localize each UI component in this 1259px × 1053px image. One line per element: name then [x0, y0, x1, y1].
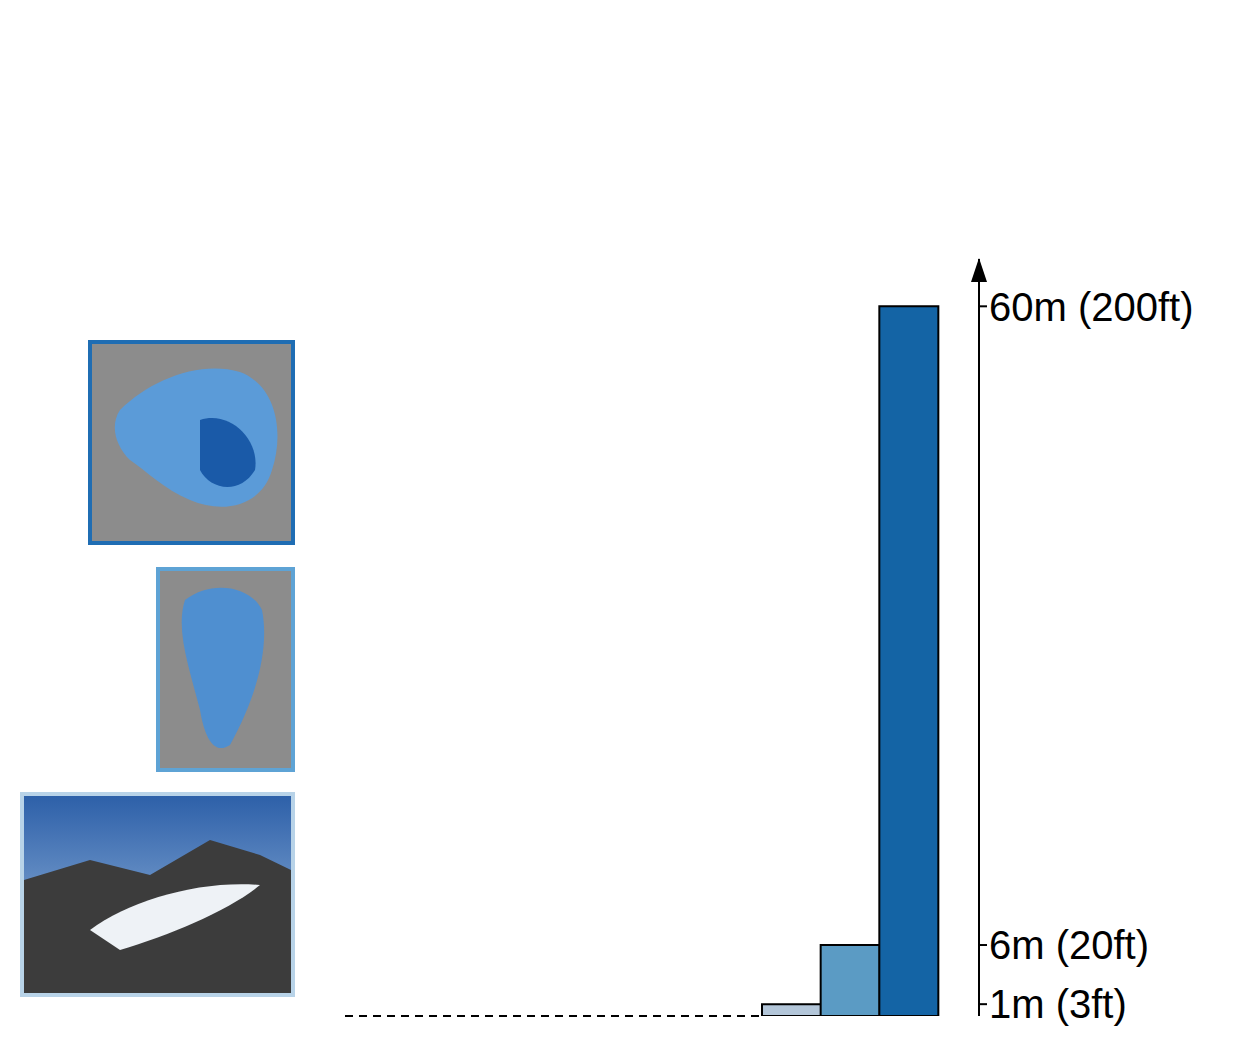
svg-text:1m (3ft): 1m (3ft)	[989, 982, 1127, 1026]
svg-text:6m (20ft): 6m (20ft)	[989, 923, 1149, 967]
svg-text:60m (200ft): 60m (200ft)	[989, 285, 1194, 329]
